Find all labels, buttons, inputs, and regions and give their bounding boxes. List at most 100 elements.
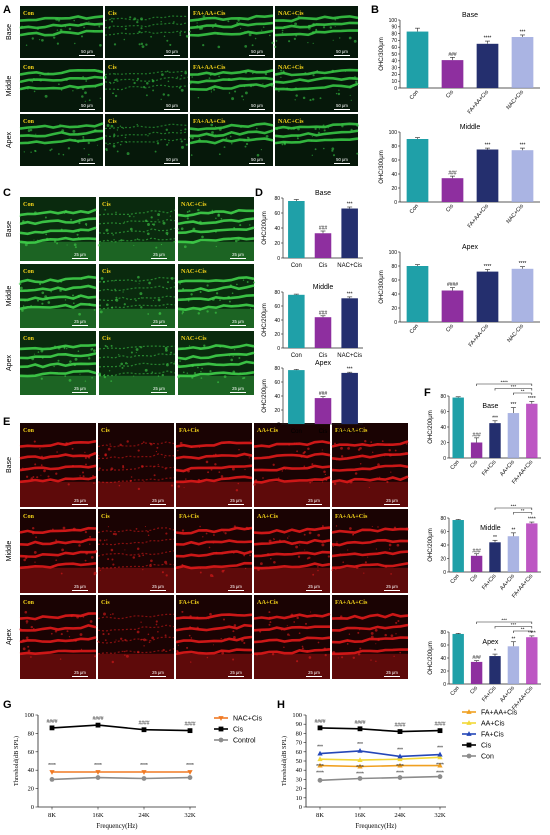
cell-dot bbox=[89, 620, 93, 623]
support-cell-layer bbox=[254, 567, 330, 593]
y-tick-label: 60 bbox=[391, 278, 397, 284]
y-tick-label: 80 bbox=[274, 366, 280, 372]
hair-cell-row bbox=[19, 129, 104, 138]
y-tick-label: 60 bbox=[274, 380, 280, 386]
scale-bar-label: 50 μm bbox=[166, 157, 178, 162]
data-point bbox=[317, 777, 323, 783]
cell-dot bbox=[164, 346, 168, 350]
significance-label: **** bbox=[186, 763, 194, 769]
cell-dot bbox=[79, 238, 81, 241]
cell-dot bbox=[347, 549, 349, 551]
hair-cell-row bbox=[177, 236, 255, 244]
cell-dot bbox=[151, 78, 153, 81]
micrograph-label: Cis bbox=[108, 118, 117, 125]
cell-dot bbox=[364, 439, 367, 443]
cell-dot bbox=[384, 565, 388, 568]
y-tick-label: 60 bbox=[391, 158, 397, 164]
cell-dot bbox=[85, 296, 88, 298]
cell-dot bbox=[160, 243, 163, 246]
hair-cell-row bbox=[104, 30, 189, 36]
cell-dot bbox=[350, 128, 353, 132]
cell-dot bbox=[146, 82, 149, 85]
bar-chart-F-middle: Middle020406080OHC/200μmCon###Cis**FA+Ci… bbox=[428, 503, 541, 599]
x-tick-label: 8K bbox=[316, 812, 324, 819]
cell-dot bbox=[218, 85, 220, 88]
cell-dot bbox=[280, 76, 282, 78]
micrograph-background bbox=[254, 423, 330, 507]
hair-cell-row bbox=[189, 137, 274, 145]
cell-dot bbox=[147, 534, 150, 537]
cell-dot bbox=[138, 555, 141, 558]
significance-label: *** bbox=[397, 747, 403, 753]
cell-dot bbox=[148, 281, 151, 285]
cell-dot bbox=[166, 39, 169, 42]
scale-bar-label: 50 μm bbox=[336, 157, 348, 162]
cell-dot bbox=[332, 651, 336, 654]
cell-dot bbox=[40, 464, 43, 467]
legend-label: NAC+Cis bbox=[233, 716, 262, 723]
cell-dot bbox=[77, 237, 80, 239]
cell-dot bbox=[315, 614, 318, 617]
micrograph-label: Cis bbox=[101, 513, 110, 520]
micrograph-label: FA+AA+Cis bbox=[335, 427, 368, 434]
cell-dot bbox=[384, 633, 387, 637]
cell-dot bbox=[110, 548, 114, 552]
cell-dot bbox=[207, 471, 210, 474]
cell-dot bbox=[90, 556, 94, 559]
cell-dot bbox=[377, 463, 380, 466]
cell-dot bbox=[353, 39, 357, 43]
cell-dot bbox=[239, 372, 242, 375]
hair-cell-row bbox=[19, 302, 97, 311]
micrograph-label: Con bbox=[23, 513, 35, 520]
cell-dot bbox=[214, 134, 217, 136]
cell-dot bbox=[80, 648, 83, 651]
cell-dot bbox=[337, 657, 339, 659]
data-point bbox=[218, 737, 224, 743]
cell-dot bbox=[190, 445, 193, 448]
cell-dot bbox=[37, 351, 40, 353]
x-axis-label: Frequency(Hz) bbox=[96, 823, 137, 830]
cell-dot bbox=[33, 90, 36, 93]
cell-dot bbox=[27, 129, 31, 133]
cell-dot bbox=[370, 631, 374, 635]
cell-dot bbox=[210, 123, 214, 127]
hair-cell-row bbox=[331, 440, 409, 448]
cell-dot bbox=[37, 239, 39, 241]
bar-chart-B-base: Base0102030405060708090100OHC/300μmCon##… bbox=[379, 12, 540, 115]
cell-dot bbox=[82, 76, 84, 78]
y-tick-label: 100 bbox=[389, 130, 398, 136]
cell-dot bbox=[227, 295, 231, 299]
data-point bbox=[437, 728, 443, 734]
cell-dot bbox=[152, 300, 154, 302]
cell-dot bbox=[25, 241, 27, 243]
cell-dot bbox=[85, 551, 89, 555]
cell-dot bbox=[114, 533, 118, 536]
cell-dot bbox=[99, 43, 102, 47]
series-cis: ################Cis bbox=[314, 719, 491, 750]
bar bbox=[489, 656, 501, 684]
cell-dot bbox=[107, 143, 109, 145]
cell-dot bbox=[124, 221, 126, 223]
cell-dot bbox=[222, 618, 226, 621]
cell-dot bbox=[23, 151, 25, 153]
scale-bar-label: 25 μm bbox=[74, 584, 86, 589]
cell-dot bbox=[214, 22, 217, 26]
series-line bbox=[319, 764, 440, 768]
scale-bar-label: 25 μm bbox=[153, 386, 165, 391]
cell-dot bbox=[218, 75, 220, 78]
cell-dot bbox=[58, 83, 60, 86]
cell-dot bbox=[77, 230, 80, 233]
cell-dot bbox=[22, 220, 25, 223]
y-axis-label: OHC/200μm bbox=[428, 410, 434, 443]
y-axis-label: OHC/300μm bbox=[379, 270, 385, 303]
category-label: FA+AA-Cis bbox=[468, 323, 490, 348]
cell-dot bbox=[220, 139, 222, 142]
cell-dot bbox=[128, 215, 131, 218]
cell-dot bbox=[331, 569, 334, 571]
data-point bbox=[317, 762, 323, 768]
cell-dot bbox=[122, 127, 125, 129]
y-tick-label: 40 bbox=[274, 226, 280, 232]
cell-dot bbox=[230, 133, 232, 135]
